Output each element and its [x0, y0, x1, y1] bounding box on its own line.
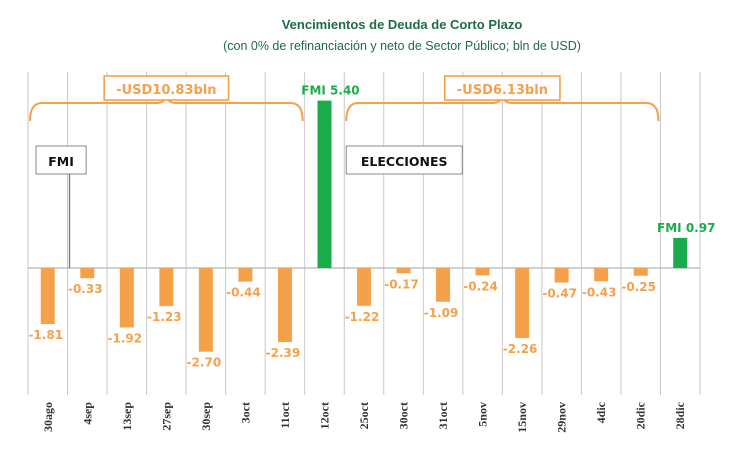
value-label-12oct: FMI 5.40 [301, 84, 359, 98]
bar-4sep [80, 268, 95, 279]
x-label-15nov: 15nov [515, 402, 529, 433]
x-label-4dic: 4dic [594, 401, 608, 423]
bar-12oct [317, 100, 332, 268]
value-label-30oct: -0.17 [384, 277, 419, 291]
brace-label-box-0 [103, 75, 230, 101]
x-label-13sep: 13sep [120, 402, 134, 431]
annotation-box-fmi [35, 145, 87, 175]
value-label-4sep: -0.33 [68, 282, 103, 296]
x-label-4sep: 4sep [80, 402, 94, 425]
x-label-3oct: 3oct [238, 402, 252, 423]
value-label-11oct: -2.39 [266, 346, 301, 360]
bar-4dic [594, 268, 609, 282]
value-label-4dic: -0.43 [582, 285, 617, 299]
bar-11oct [277, 268, 292, 343]
value-label-29nov: -0.47 [542, 287, 577, 301]
x-label-20dic: 20dic [634, 401, 648, 429]
x-label-30oct: 30oct [397, 402, 411, 429]
bar-28dic [673, 237, 688, 268]
bars [40, 100, 688, 352]
bar-13sep [119, 268, 134, 328]
brace-groups: -USD10.83bln -USD6.13bln [29, 75, 660, 122]
bar-27sep [159, 268, 174, 307]
x-label-28dic: 28dic [673, 401, 687, 429]
annotation-fmi: FMI [48, 154, 74, 169]
x-label-27sep: 27sep [159, 402, 173, 431]
value-label-5nov: -0.24 [463, 279, 498, 293]
x-label-30sep: 30sep [199, 402, 213, 431]
annotations: FMI ELECCIONES [35, 145, 463, 268]
chart-title: Vencimientos de Deuda de Corto Plazo [282, 17, 523, 32]
x-axis-labels: 30ago 4sep 13sep 27sep 30sep 3oct 11oct 12oct 25… [41, 401, 687, 432]
x-label-12oct: 12oct [317, 402, 331, 429]
x-label-31oct: 31oct [436, 402, 450, 429]
x-label-29nov: 29nov [555, 402, 569, 433]
x-label-25oct: 25oct [357, 402, 371, 429]
bar-30sep [198, 268, 213, 352]
annotation-box-elecciones [345, 145, 463, 175]
bar-20dic [633, 268, 648, 276]
value-labels: -1.81 -0.33 -1.92 -1.23 -2.70 -0.44 -2.39 FMI 5… [28, 84, 715, 370]
value-label-25oct: -1.22 [345, 310, 380, 324]
gridlines [27, 72, 701, 395]
value-label-28dic: FMI 0.97 [657, 221, 715, 235]
bar-25oct [357, 268, 371, 306]
x-label-30ago: 30ago [41, 402, 55, 432]
value-label-13sep: -1.92 [108, 332, 143, 346]
value-label-15nov: -2.26 [503, 342, 538, 356]
bar-5nov [475, 268, 490, 276]
value-label-27sep: -1.23 [147, 310, 182, 324]
bar-30ago [40, 268, 55, 325]
chart-subtitle: (con 0% de refinanciación y neto de Sect… [223, 39, 581, 53]
value-label-31oct: -1.09 [424, 306, 459, 320]
value-label-20dic: -0.25 [621, 280, 656, 294]
brace-label-0: -USD10.83bln [116, 83, 216, 98]
annotation-elecciones: ELECCIONES [361, 154, 448, 169]
bar-29nov [554, 268, 569, 283]
bar-30oct [396, 268, 411, 274]
bar-31oct [436, 268, 451, 302]
bar-3oct [238, 268, 253, 282]
value-label-3oct: -0.44 [226, 286, 261, 300]
brace-label-box-1 [443, 75, 561, 101]
value-label-30ago: -1.81 [28, 328, 63, 342]
x-label-11oct: 11oct [278, 402, 292, 429]
x-label-5nov: 5nov [476, 402, 490, 427]
value-label-30sep: -2.70 [187, 356, 222, 370]
bar-15nov [515, 268, 530, 339]
brace-label-1: -USD6.13bln [457, 83, 548, 98]
